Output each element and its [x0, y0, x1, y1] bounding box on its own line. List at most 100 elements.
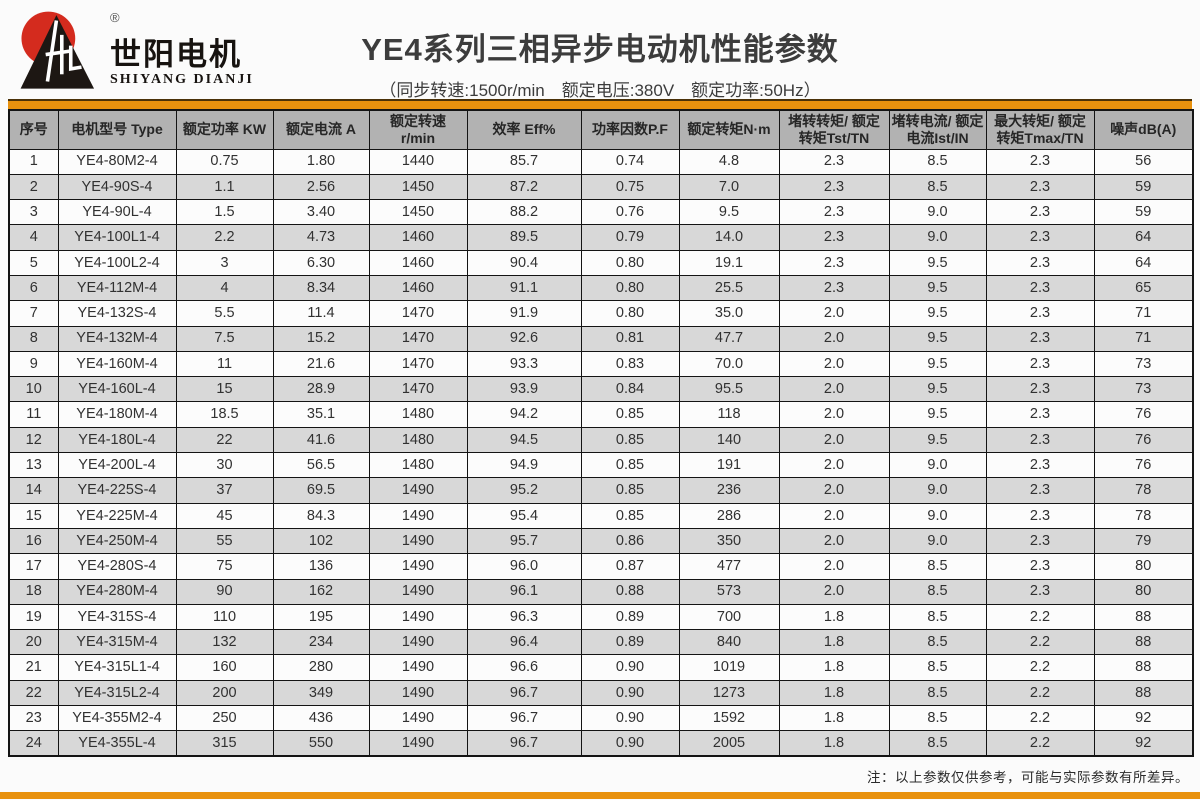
- table-cell: 1450: [368, 173, 468, 201]
- table-cell: 2.3: [985, 527, 1095, 555]
- table-cell: 250: [175, 705, 274, 732]
- table-row: 12 YE4-180L-4 22 41.6 1480 94.5 0.85 140 2.0 9.5 2…: [8, 426, 1194, 454]
- table-cell: 2.56: [272, 173, 370, 201]
- table-cell: YE4-80M2-4: [57, 148, 177, 175]
- table-cell: 2.2: [175, 224, 274, 251]
- mountain-sun-logo-icon: [20, 11, 95, 89]
- table-cell: 2.2: [985, 629, 1095, 656]
- table-cell: 1480: [368, 426, 468, 454]
- table-cell: 96.7: [466, 679, 582, 707]
- table-cell: 17: [8, 553, 59, 580]
- table-cell: 1.80: [272, 148, 370, 175]
- table-cell: 2.0: [778, 452, 890, 479]
- logo: ® 世阳电机 SHIYANG DIANJI: [14, 8, 254, 94]
- table-cell: 1470: [368, 325, 468, 352]
- table-cell: 78: [1093, 502, 1194, 529]
- table-cell: 18.5: [175, 401, 274, 428]
- table-cell: 1.8: [778, 603, 890, 631]
- table-cell: 0.90: [580, 705, 680, 732]
- table-cell: 28.9: [272, 376, 370, 403]
- table-cell: 1490: [368, 629, 468, 656]
- table-cell: 2.3: [985, 401, 1095, 428]
- table-cell: YE4-315L1-4: [57, 654, 177, 681]
- table-cell: 11: [175, 350, 274, 378]
- table-cell: 6: [8, 274, 59, 302]
- table-cell: 2.0: [778, 527, 890, 555]
- column-header: 额定电流 A: [272, 109, 370, 150]
- table-cell: 2.0: [778, 553, 890, 580]
- table-cell: 5.5: [175, 300, 274, 327]
- table-cell: 8.5: [888, 730, 987, 757]
- table-cell: 1.8: [778, 679, 890, 707]
- table-cell: 200: [175, 679, 274, 707]
- table-cell: 96.4: [466, 629, 582, 656]
- table-cell: 9.0: [888, 199, 987, 226]
- table-cell: 1440: [368, 148, 468, 175]
- table-cell: YE4-315M-4: [57, 629, 177, 656]
- table-cell: 2.3: [985, 376, 1095, 403]
- table-cell: 20: [8, 629, 59, 656]
- table-cell: 96.7: [466, 730, 582, 757]
- table-cell: 2.3: [985, 224, 1095, 251]
- table-cell: 0.80: [580, 249, 680, 276]
- column-header: 堵转转矩/ 额定转矩Tst/TN: [778, 109, 890, 150]
- table-cell: YE4-200L-4: [57, 452, 177, 479]
- table-cell: 76: [1093, 426, 1194, 454]
- table-cell: 69.5: [272, 477, 370, 504]
- table-cell: 95.4: [466, 502, 582, 529]
- table-cell: 9.5: [888, 376, 987, 403]
- table-row: 8 YE4-132M-4 7.5 15.2 1470 92.6 0.81 47.7 2.0 9.5…: [8, 325, 1194, 352]
- table-cell: 2: [8, 173, 59, 201]
- table-cell: 1470: [368, 350, 468, 378]
- table-cell: 0.83: [580, 350, 680, 378]
- table-row: 21 YE4-315L1-4 160 280 1490 96.6 0.90 1019 1.8 8.…: [8, 654, 1194, 681]
- table-cell: 2.3: [778, 249, 890, 276]
- table-row: 9 YE4-160M-4 11 21.6 1470 93.3 0.83 70.0 2.0 9.5 2…: [8, 350, 1194, 378]
- table-cell: 0.85: [580, 426, 680, 454]
- table-cell: 2.3: [985, 325, 1095, 352]
- table-cell: 1490: [368, 730, 468, 757]
- table-cell: 9.0: [888, 502, 987, 529]
- table-cell: 95.7: [466, 527, 582, 555]
- table-row: 5 YE4-100L2-4 3 6.30 1460 90.4 0.80 19.1 2.3 9.5 2…: [8, 249, 1194, 276]
- table-cell: 1.1: [175, 173, 274, 201]
- table-cell: 3: [175, 249, 274, 276]
- table-cell: 1460: [368, 249, 468, 276]
- table-cell: 35.0: [678, 300, 780, 327]
- table-cell: 9.5: [888, 401, 987, 428]
- table-row: 4 YE4-100L1-4 2.2 4.73 1460 89.5 0.79 14.0 2.3 9.…: [8, 224, 1194, 251]
- registered-trademark-symbol: ®: [110, 10, 120, 25]
- table-cell: 9.5: [678, 199, 780, 226]
- table-cell: 8.5: [888, 679, 987, 707]
- table-cell: YE4-355M2-4: [57, 705, 177, 732]
- table-cell: 11.4: [272, 300, 370, 327]
- table-cell: 73: [1093, 350, 1194, 378]
- table-cell: 37: [175, 477, 274, 504]
- table-cell: 73: [1093, 376, 1194, 403]
- table-cell: 96.1: [466, 578, 582, 605]
- table-cell: 93.9: [466, 376, 582, 403]
- table-cell: 59: [1093, 173, 1194, 201]
- table-cell: 55: [175, 527, 274, 555]
- table-cell: 0.84: [580, 376, 680, 403]
- table-row: 18 YE4-280M-4 90 162 1490 96.1 0.88 573 2.0 8.5 2.…: [8, 578, 1194, 605]
- table-cell: 118: [678, 401, 780, 428]
- table-cell: 9.5: [888, 274, 987, 302]
- table-cell: 195: [272, 603, 370, 631]
- column-header: 序号: [8, 109, 59, 150]
- table-cell: 2.0: [778, 376, 890, 403]
- table-cell: 76: [1093, 452, 1194, 479]
- table-cell: YE4-100L1-4: [57, 224, 177, 251]
- table-cell: 1490: [368, 527, 468, 555]
- table-cell: 4: [175, 274, 274, 302]
- table-cell: 59: [1093, 199, 1194, 226]
- table-cell: 45: [175, 502, 274, 529]
- table-cell: 80: [1093, 578, 1194, 605]
- table-cell: 0.90: [580, 730, 680, 757]
- page-header: ® 世阳电机 SHIYANG DIANJI YE4系列三相异步电动机性能参数 （…: [0, 0, 1200, 100]
- column-header: 额定功率 KW: [175, 109, 274, 150]
- table-cell: 96.6: [466, 654, 582, 681]
- table-cell: 1480: [368, 401, 468, 428]
- table-cell: 2.3: [778, 199, 890, 226]
